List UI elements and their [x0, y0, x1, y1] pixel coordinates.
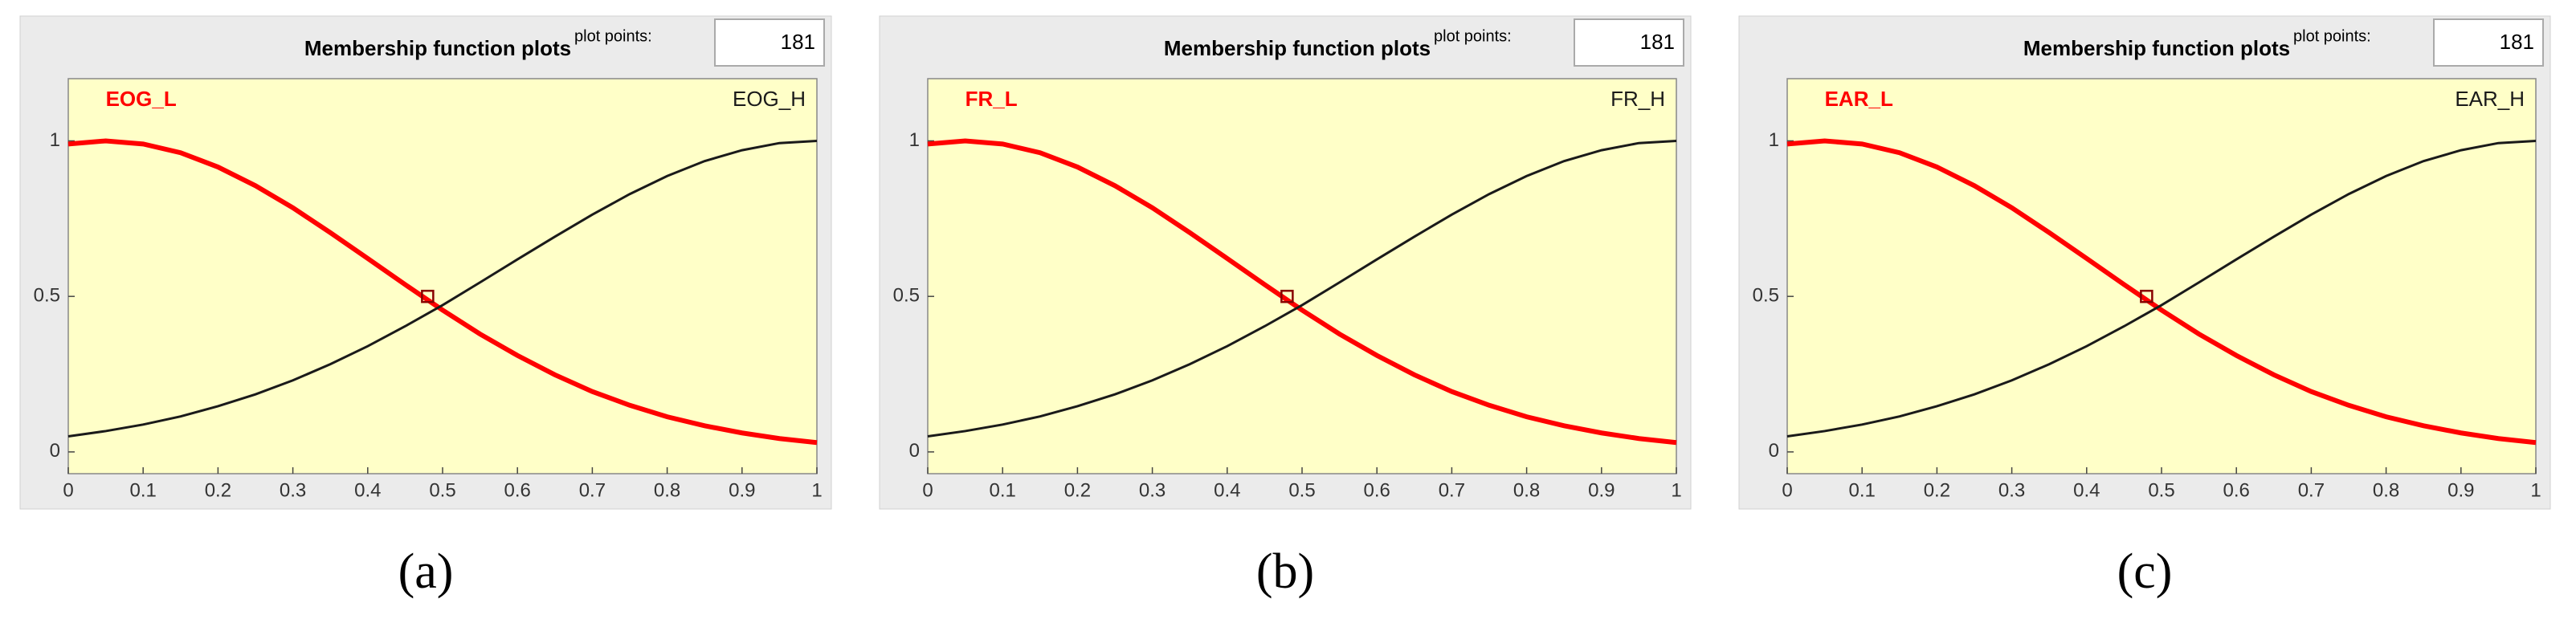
- x-tick-label: 0.9: [1588, 479, 1615, 501]
- x-tick-label: 0.7: [579, 479, 606, 501]
- series-label: FR_L: [965, 87, 1018, 111]
- panel-caption: (c): [2117, 544, 2173, 599]
- line-series: [1786, 138, 2537, 446]
- y-tick-label: 0: [1769, 440, 1779, 462]
- x-tick-label: 0.7: [2298, 479, 2325, 501]
- x-tick-label: 0: [1782, 479, 1792, 501]
- x-tick-label: 0: [63, 479, 73, 501]
- y-tick-label: 0.5: [893, 285, 920, 307]
- x-tick-label: 0.5: [1288, 479, 1315, 501]
- x-tick-label: 0.7: [1439, 479, 1465, 501]
- x-tick-label: 0: [922, 479, 933, 501]
- x-tick-label: 0.8: [654, 479, 680, 501]
- plot-points-label: plot points:: [1434, 27, 1512, 45]
- x-tick-label: 0.9: [729, 479, 755, 501]
- line-series: [1786, 139, 2537, 438]
- x-tick-label: 0.4: [2073, 479, 2100, 501]
- plot-area: [67, 78, 818, 474]
- plot-points-box[interactable]: [1574, 18, 1684, 67]
- point-marker: [1280, 289, 1294, 303]
- chart-title: Membership function plots: [2023, 36, 2290, 60]
- line-series: [927, 139, 1677, 438]
- x-tick-label: 1: [2530, 479, 2541, 501]
- x-tick-label: 0.2: [1924, 479, 1950, 501]
- plot-points-label: plot points:: [574, 27, 652, 45]
- plot-points-value[interactable]: 181: [781, 30, 815, 54]
- plot-points-value[interactable]: 181: [2500, 30, 2534, 54]
- x-tick-label: 0.1: [130, 479, 157, 501]
- y-tick-label: 0: [50, 440, 60, 462]
- series-label: EOG_H: [733, 87, 806, 111]
- x-tick-label: 0.1: [1849, 479, 1876, 501]
- x-tick-label: 0.8: [2373, 479, 2399, 501]
- x-tick-label: 0.3: [1139, 479, 1166, 501]
- x-tick-label: 0.9: [2447, 479, 2474, 501]
- plot-points-value[interactable]: 181: [1640, 30, 1675, 54]
- line-series: [67, 138, 818, 446]
- x-tick-label: 0.4: [354, 479, 381, 501]
- x-tick-label: 0.3: [1998, 479, 2025, 501]
- x-tick-label: 0.5: [429, 479, 455, 501]
- x-tick-label: 0.2: [1064, 479, 1091, 501]
- x-tick-label: 0.1: [990, 479, 1016, 501]
- line-series: [67, 139, 818, 438]
- chart-title: Membership function plots: [1164, 36, 1431, 60]
- plot-points-box[interactable]: [714, 18, 825, 67]
- x-tick-label: 0.2: [205, 479, 231, 501]
- series-label: EOG_L: [106, 87, 177, 111]
- chart-title: Membership function plots: [304, 36, 571, 60]
- chart-panel: Membership function plots plot points: 181…: [19, 15, 832, 510]
- panel-caption: (b): [1256, 544, 1314, 599]
- x-tick-label: 0.6: [504, 479, 531, 501]
- y-tick-label: 0.5: [1753, 285, 1779, 307]
- line-series: [927, 138, 1677, 446]
- plot-points-label: plot points:: [2293, 27, 2371, 45]
- x-tick-label: 0.3: [280, 479, 306, 501]
- panel-caption: (a): [398, 544, 454, 599]
- point-marker: [421, 289, 435, 303]
- x-tick-label: 1: [1671, 479, 1681, 501]
- series-label: EAR_L: [1825, 87, 1893, 111]
- y-tick-label: 1: [50, 129, 60, 151]
- chart-panel: Membership function plots plot points: 181…: [879, 15, 1692, 510]
- y-tick-label: 1: [1769, 129, 1779, 151]
- series-label: EAR_H: [2455, 87, 2525, 111]
- chart-panel: Membership function plots plot points: 181…: [1738, 15, 2551, 510]
- x-tick-label: 0.5: [2148, 479, 2174, 501]
- y-tick-label: 0.5: [34, 285, 60, 307]
- series-label: FR_H: [1611, 87, 1665, 111]
- point-marker: [2140, 289, 2153, 303]
- plot-area: [927, 78, 1677, 474]
- x-tick-label: 0.4: [1214, 479, 1240, 501]
- y-tick-label: 0: [909, 440, 920, 462]
- plot-points-box[interactable]: [2433, 18, 2544, 67]
- x-tick-label: 1: [811, 479, 822, 501]
- x-tick-label: 0.8: [1513, 479, 1540, 501]
- y-tick-label: 1: [909, 129, 920, 151]
- x-tick-label: 0.6: [1364, 479, 1390, 501]
- x-tick-label: 0.6: [2223, 479, 2250, 501]
- plot-area: [1786, 78, 2537, 474]
